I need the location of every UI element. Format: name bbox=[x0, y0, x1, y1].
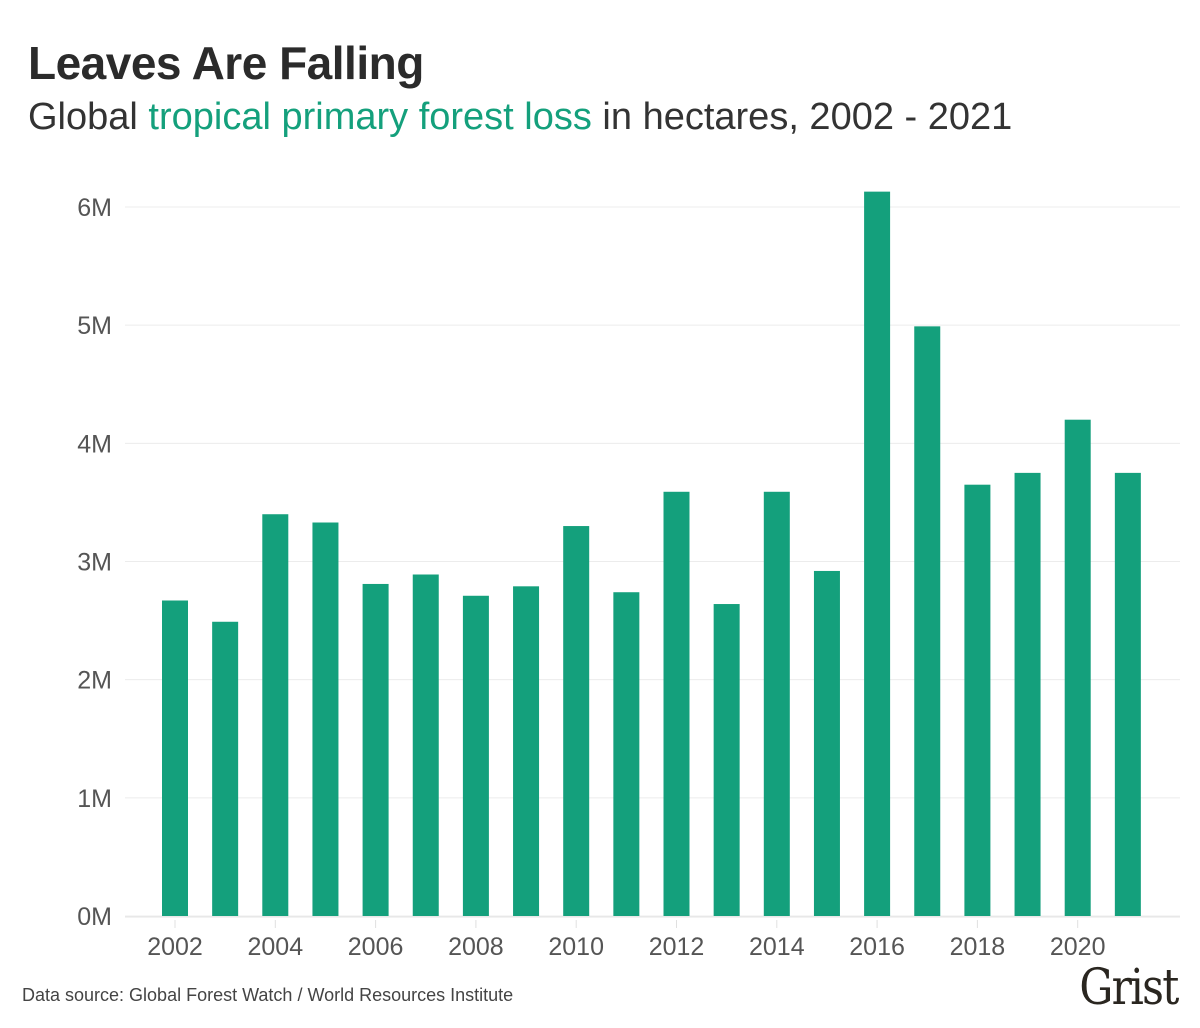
x-tick-label: 2006 bbox=[348, 933, 404, 961]
subtitle-highlight: tropical primary forest loss bbox=[148, 96, 592, 138]
subtitle-post: in hectares, 2002 - 2021 bbox=[591, 96, 1013, 138]
subtitle-pre: Global bbox=[28, 96, 149, 138]
bar-2020 bbox=[1064, 419, 1091, 916]
bar-2004 bbox=[262, 514, 289, 916]
y-tick-label: 1M bbox=[77, 785, 112, 813]
bar-2021 bbox=[1114, 472, 1141, 916]
x-tick-label: 2014 bbox=[749, 933, 805, 961]
chart-title: Leaves Are Falling bbox=[28, 37, 424, 89]
bar-2011 bbox=[613, 592, 640, 916]
grist-logo: Grist bbox=[1079, 958, 1180, 1016]
bar-2008 bbox=[462, 595, 489, 916]
y-tick-label: 0M bbox=[77, 903, 112, 931]
bar-2019 bbox=[1014, 472, 1041, 916]
x-tick-label: 2008 bbox=[448, 933, 504, 961]
bar-2014 bbox=[763, 491, 790, 916]
bar-2006 bbox=[362, 583, 389, 916]
bar-2015 bbox=[813, 570, 840, 916]
x-tick-label: 2012 bbox=[649, 933, 705, 961]
data-source: Data source: Global Forest Watch / World… bbox=[22, 985, 514, 1005]
chart-subtitle: Global tropical primary forest loss in h… bbox=[28, 96, 1012, 139]
x-tick-label: 2016 bbox=[849, 933, 905, 961]
bar-2002 bbox=[162, 600, 188, 916]
y-tick-label: 6M bbox=[77, 194, 112, 222]
bar-2012 bbox=[663, 491, 690, 916]
bar-2010 bbox=[563, 526, 590, 916]
bar-2017 bbox=[914, 326, 941, 916]
x-tick-label: 2020 bbox=[1050, 933, 1106, 961]
bar-2005 bbox=[312, 522, 339, 916]
bar-2003 bbox=[212, 621, 239, 916]
bar-2016 bbox=[864, 191, 891, 917]
x-tick-label: 2002 bbox=[147, 933, 203, 961]
y-tick-label: 3M bbox=[77, 549, 112, 577]
bar-2018 bbox=[964, 484, 991, 916]
bar-2013 bbox=[713, 604, 740, 916]
x-tick-label: 2018 bbox=[950, 933, 1006, 961]
x-tick-label: 2010 bbox=[548, 933, 604, 961]
y-tick-label: 4M bbox=[77, 430, 112, 458]
x-tick-label: 2004 bbox=[247, 933, 303, 961]
y-tick-label: 2M bbox=[77, 667, 112, 695]
bar-2009 bbox=[513, 586, 540, 916]
y-tick-label: 5M bbox=[77, 312, 112, 340]
bar-2007 bbox=[412, 574, 439, 916]
